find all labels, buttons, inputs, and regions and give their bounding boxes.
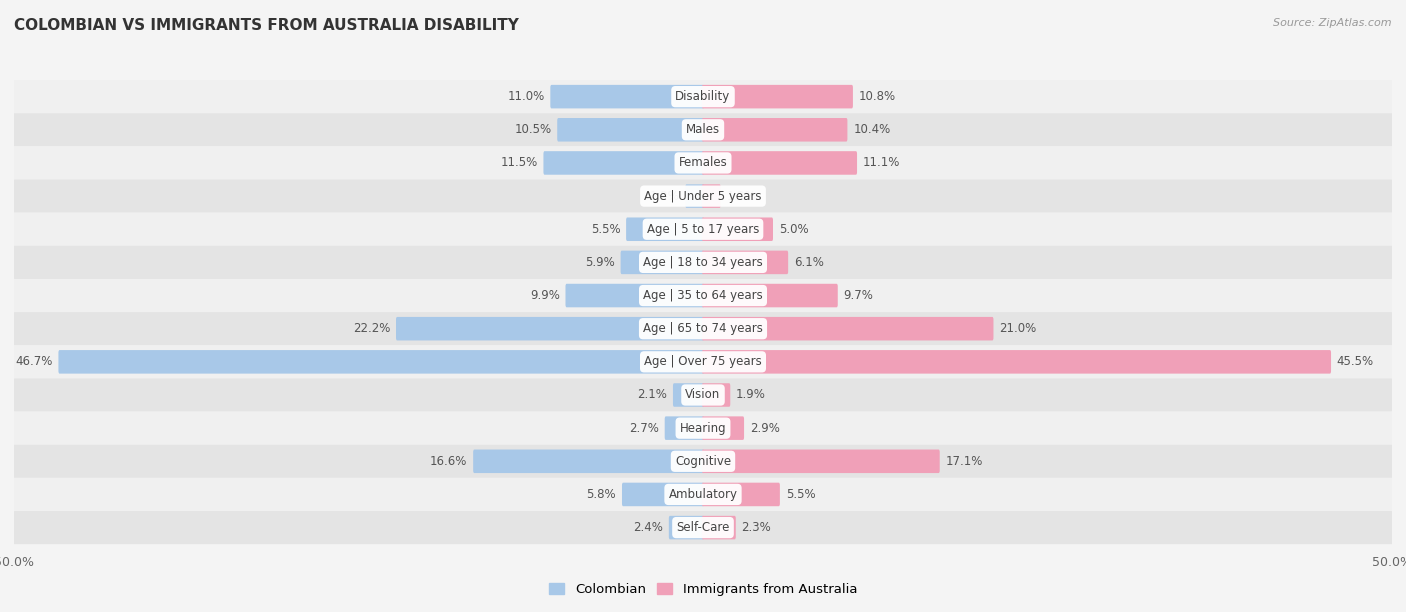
FancyBboxPatch shape	[702, 483, 780, 506]
FancyBboxPatch shape	[702, 184, 721, 208]
Text: 1.2%: 1.2%	[727, 190, 756, 203]
Text: Self-Care: Self-Care	[676, 521, 730, 534]
FancyBboxPatch shape	[702, 85, 853, 108]
Text: 1.9%: 1.9%	[737, 389, 766, 401]
FancyBboxPatch shape	[702, 350, 1331, 373]
Text: 46.7%: 46.7%	[15, 356, 52, 368]
Text: Cognitive: Cognitive	[675, 455, 731, 468]
Text: 22.2%: 22.2%	[353, 322, 391, 335]
Text: 9.7%: 9.7%	[844, 289, 873, 302]
Text: 16.6%: 16.6%	[430, 455, 467, 468]
Text: Age | 18 to 34 years: Age | 18 to 34 years	[643, 256, 763, 269]
FancyBboxPatch shape	[14, 445, 1392, 478]
Text: Age | 5 to 17 years: Age | 5 to 17 years	[647, 223, 759, 236]
FancyBboxPatch shape	[544, 151, 704, 174]
Text: Males: Males	[686, 123, 720, 136]
FancyBboxPatch shape	[565, 284, 704, 307]
Text: 2.1%: 2.1%	[637, 389, 668, 401]
Text: Ambulatory: Ambulatory	[668, 488, 738, 501]
FancyBboxPatch shape	[14, 511, 1392, 544]
Text: 2.3%: 2.3%	[741, 521, 772, 534]
Text: Vision: Vision	[685, 389, 721, 401]
FancyBboxPatch shape	[685, 184, 704, 208]
FancyBboxPatch shape	[14, 246, 1392, 279]
Text: 10.5%: 10.5%	[515, 123, 551, 136]
Text: 11.1%: 11.1%	[863, 157, 900, 170]
Text: Age | 65 to 74 years: Age | 65 to 74 years	[643, 322, 763, 335]
FancyBboxPatch shape	[396, 317, 704, 340]
FancyBboxPatch shape	[702, 151, 858, 174]
FancyBboxPatch shape	[474, 450, 704, 473]
Text: 9.9%: 9.9%	[530, 289, 560, 302]
FancyBboxPatch shape	[14, 378, 1392, 411]
Text: 2.9%: 2.9%	[749, 422, 780, 435]
FancyBboxPatch shape	[673, 383, 704, 407]
FancyBboxPatch shape	[620, 251, 704, 274]
Text: Hearing: Hearing	[679, 422, 727, 435]
Text: Source: ZipAtlas.com: Source: ZipAtlas.com	[1274, 18, 1392, 28]
FancyBboxPatch shape	[702, 284, 838, 307]
Text: 5.5%: 5.5%	[591, 223, 620, 236]
FancyBboxPatch shape	[702, 416, 744, 440]
Text: 10.8%: 10.8%	[859, 90, 896, 103]
Text: 10.4%: 10.4%	[853, 123, 890, 136]
Text: Age | Over 75 years: Age | Over 75 years	[644, 356, 762, 368]
Text: 17.1%: 17.1%	[945, 455, 983, 468]
FancyBboxPatch shape	[14, 345, 1392, 378]
FancyBboxPatch shape	[14, 212, 1392, 246]
Text: Disability: Disability	[675, 90, 731, 103]
FancyBboxPatch shape	[626, 217, 704, 241]
FancyBboxPatch shape	[665, 416, 704, 440]
Text: 6.1%: 6.1%	[794, 256, 824, 269]
Text: 2.7%: 2.7%	[628, 422, 659, 435]
FancyBboxPatch shape	[702, 516, 735, 539]
FancyBboxPatch shape	[14, 312, 1392, 345]
FancyBboxPatch shape	[702, 383, 730, 407]
FancyBboxPatch shape	[59, 350, 704, 373]
FancyBboxPatch shape	[702, 251, 789, 274]
Text: 1.2%: 1.2%	[650, 190, 679, 203]
Text: Age | 35 to 64 years: Age | 35 to 64 years	[643, 289, 763, 302]
Text: Age | Under 5 years: Age | Under 5 years	[644, 190, 762, 203]
Text: 2.4%: 2.4%	[633, 521, 664, 534]
Text: 11.5%: 11.5%	[501, 157, 537, 170]
Text: 5.9%: 5.9%	[585, 256, 614, 269]
Text: 21.0%: 21.0%	[1000, 322, 1036, 335]
FancyBboxPatch shape	[669, 516, 704, 539]
FancyBboxPatch shape	[702, 217, 773, 241]
FancyBboxPatch shape	[702, 118, 848, 141]
FancyBboxPatch shape	[14, 478, 1392, 511]
Text: 11.0%: 11.0%	[508, 90, 544, 103]
FancyBboxPatch shape	[14, 179, 1392, 212]
FancyBboxPatch shape	[14, 113, 1392, 146]
Text: 45.5%: 45.5%	[1337, 356, 1374, 368]
FancyBboxPatch shape	[14, 146, 1392, 179]
FancyBboxPatch shape	[557, 118, 704, 141]
Legend: Colombian, Immigrants from Australia: Colombian, Immigrants from Australia	[543, 578, 863, 602]
FancyBboxPatch shape	[702, 450, 939, 473]
FancyBboxPatch shape	[14, 411, 1392, 445]
FancyBboxPatch shape	[14, 80, 1392, 113]
FancyBboxPatch shape	[702, 317, 994, 340]
Text: Females: Females	[679, 157, 727, 170]
FancyBboxPatch shape	[14, 279, 1392, 312]
Text: 5.0%: 5.0%	[779, 223, 808, 236]
FancyBboxPatch shape	[621, 483, 704, 506]
FancyBboxPatch shape	[550, 85, 704, 108]
Text: COLOMBIAN VS IMMIGRANTS FROM AUSTRALIA DISABILITY: COLOMBIAN VS IMMIGRANTS FROM AUSTRALIA D…	[14, 18, 519, 34]
Text: 5.8%: 5.8%	[586, 488, 616, 501]
Text: 5.5%: 5.5%	[786, 488, 815, 501]
